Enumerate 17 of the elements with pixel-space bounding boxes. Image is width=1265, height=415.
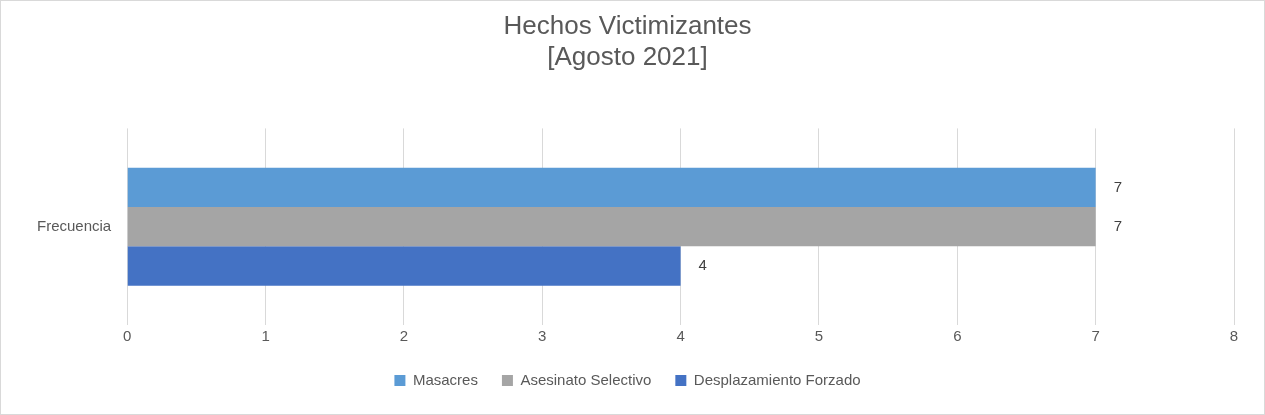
x-tick-label: 5 (814, 327, 824, 345)
y-tick-label: Frecuencia (37, 216, 112, 234)
x-tick-label: 7 (1091, 327, 1100, 345)
data-label: 7 (1113, 216, 1122, 234)
x-tick-label: 3 (538, 327, 547, 345)
x-tick-label: 2 (399, 327, 409, 345)
data-label: 7 (1113, 177, 1122, 195)
legend-label: Asesinato Selectivo (520, 370, 652, 388)
x-tick-label: 0 (123, 327, 132, 345)
data-label: 4 (698, 256, 707, 274)
legend-label: Desplazamiento Forzado (693, 370, 861, 388)
chart-title: Hechos Victimizantes [Agosto 2021] (503, 9, 752, 71)
legend-label: Masacres (412, 370, 478, 388)
x-tick-label: 4 (676, 327, 685, 345)
x-tick-label: 6 (953, 327, 962, 345)
x-tick-label: 8 (1229, 327, 1239, 345)
x-tick-label: 1 (261, 327, 270, 345)
